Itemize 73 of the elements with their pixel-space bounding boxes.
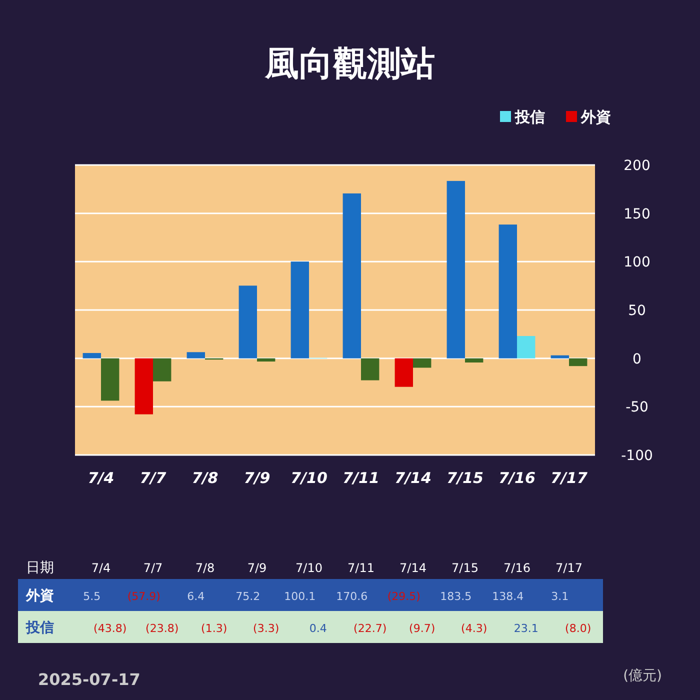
bar [82, 353, 101, 358]
text: 外資 [26, 588, 54, 604]
data-label: (43.8) [94, 622, 127, 635]
data-label: 100.1 [284, 590, 316, 603]
x-tick-label: 7/10 [290, 469, 328, 487]
y-tick-label: 150 [624, 206, 650, 222]
text: 投信 [26, 620, 54, 636]
chart-title: 風向觀測站 [264, 44, 435, 84]
bar [361, 358, 380, 380]
y-tick-label: 200 [624, 158, 650, 174]
x-tick-label: 7/7 [140, 469, 167, 487]
y-tick-label: -50 [626, 400, 648, 416]
data-label: (29.5) [387, 590, 420, 603]
category-label: 7/17 [556, 561, 582, 575]
x-tick-label: 7/9 [244, 469, 270, 487]
data-label: 183.5 [440, 590, 472, 603]
text: 2025-07-17 [38, 670, 140, 689]
legend-label: 外資 [580, 108, 611, 126]
y-tick-label: 100 [624, 254, 650, 271]
x-tick-label: 7/15 [446, 469, 484, 487]
bar [465, 358, 484, 362]
category-label: 7/11 [348, 561, 374, 575]
category-label: 7/16 [504, 561, 530, 575]
data-label: 138.4 [492, 590, 524, 603]
category-label: 7/9 [247, 561, 267, 575]
data-label: (57.9) [127, 590, 160, 603]
x-tick-label: 7/17 [550, 469, 588, 487]
text: (億元) [623, 668, 662, 684]
data-label: (3.3) [253, 622, 280, 635]
category-label: 7/10 [296, 561, 322, 575]
category-label: 7/8 [195, 561, 215, 575]
y-tick-label: 50 [628, 303, 646, 319]
bar [238, 286, 257, 358]
bar [413, 358, 432, 368]
x-tick-label: 7/8 [192, 469, 218, 487]
data-label: (9.7) [409, 622, 436, 635]
data-label: 6.4 [187, 590, 205, 603]
bar [290, 262, 309, 358]
category-label: 7/7 [143, 561, 163, 575]
bar [186, 352, 205, 358]
y-tick-label: 0 [632, 351, 642, 368]
bar [342, 193, 361, 358]
x-tick-label: 7/4 [88, 469, 114, 487]
data-label: 3.1 [551, 590, 569, 603]
data-label: 75.2 [236, 590, 260, 603]
data-label: (1.3) [201, 622, 228, 635]
bar [394, 358, 413, 387]
x-tick-label: 7/14 [394, 469, 432, 487]
bar [569, 358, 588, 366]
x-tick-label: 7/11 [342, 469, 380, 487]
category-label: 7/15 [452, 561, 478, 575]
bar [134, 358, 153, 414]
text: 日期 [26, 560, 54, 576]
bar [498, 224, 517, 358]
data-label: 23.1 [514, 622, 538, 635]
data-label: (4.3) [461, 622, 488, 635]
x-tick-label: 7/16 [498, 469, 536, 487]
legend-label: 投信 [514, 108, 545, 126]
bar [101, 358, 120, 401]
data-label: 5.5 [83, 590, 101, 603]
data-label: (8.0) [565, 622, 592, 635]
bar [550, 355, 569, 358]
category-label: 7/4 [91, 561, 111, 575]
data-label: (23.8) [146, 622, 179, 635]
data-label: (22.7) [354, 622, 387, 635]
bar [257, 358, 276, 362]
data-label: 0.4 [309, 622, 327, 635]
category-label: 7/14 [400, 561, 426, 575]
data-label: 170.6 [336, 590, 368, 603]
bar [517, 336, 536, 358]
bar [153, 358, 172, 382]
bar [446, 180, 465, 358]
y-tick-label: -100 [621, 448, 653, 464]
